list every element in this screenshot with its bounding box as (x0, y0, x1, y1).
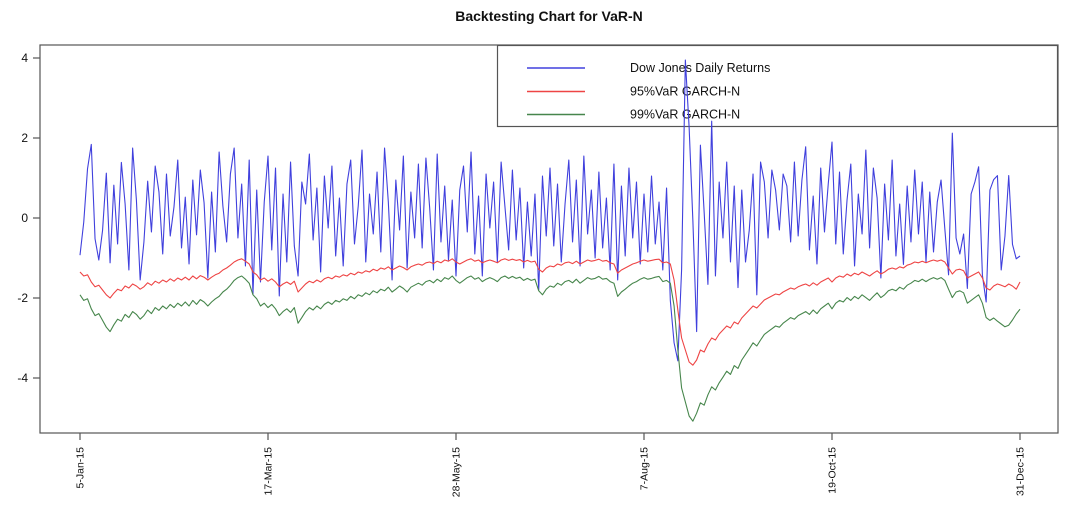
series-line-var95 (79, 258, 1021, 366)
series-line-dow-jones (79, 59, 1021, 362)
series-lines (79, 59, 1021, 422)
y-tick-label: 4 (21, 51, 28, 65)
x-tick-label: 19-Oct-15 (827, 447, 839, 494)
legend-label-var99: 99%VaR GARCH-N (630, 108, 740, 122)
y-tick-label: -2 (17, 291, 28, 305)
chart-title: Backtesting Chart for VaR-N (455, 8, 642, 24)
x-tick-label: 7-Aug-15 (639, 447, 651, 490)
x-tick-label: 17-Mar-15 (263, 447, 275, 496)
legend-label-dow-jones: Dow Jones Daily Returns (630, 61, 770, 75)
y-axis: 4 2 0 -2 -4 (17, 51, 40, 385)
y-tick-label: 2 (21, 131, 28, 145)
y-tick-label: -4 (17, 371, 28, 385)
legend: Dow Jones Daily Returns 95%VaR GARCH-N 9… (496, 44, 1059, 128)
series-line-var99 (79, 275, 1021, 422)
x-tick-label: 5-Jan-15 (75, 447, 87, 489)
y-tick-label: 0 (21, 211, 28, 225)
x-tick-label: 28-May-15 (451, 447, 463, 497)
x-tick-label: 31-Dec-15 (1015, 447, 1027, 496)
legend-box (496, 44, 1059, 128)
x-axis: 5-Jan-15 17-Mar-15 28-May-15 7-Aug-15 19-Oct… (75, 433, 1027, 497)
